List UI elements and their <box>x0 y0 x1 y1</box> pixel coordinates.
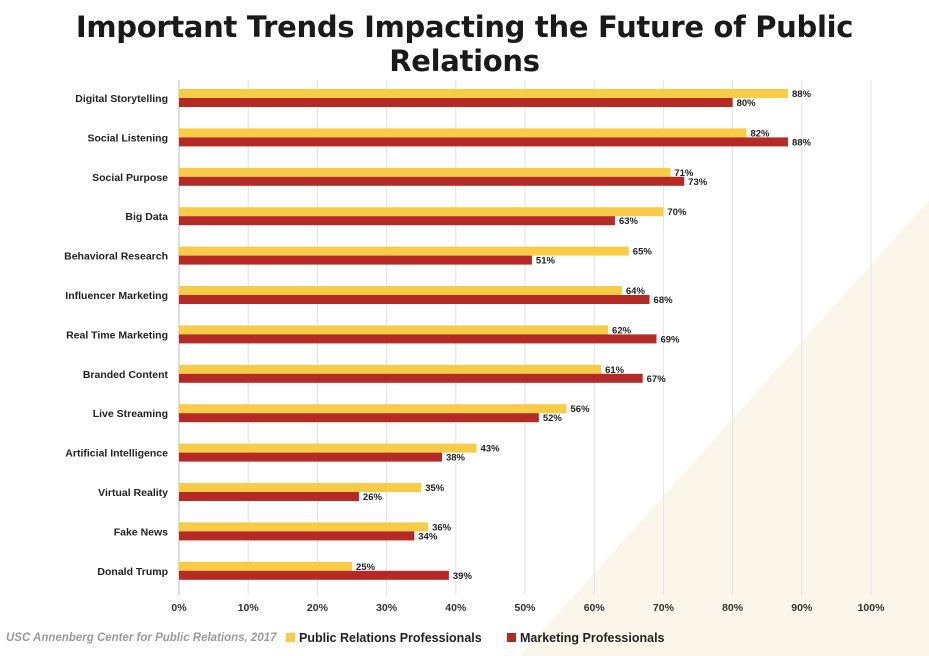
bar-mkt <box>179 137 788 147</box>
category-label: Branded Content <box>83 369 169 381</box>
x-tick-label: 90% <box>791 602 813 614</box>
x-tick-label: 60% <box>584 602 606 614</box>
x-tick-label: 20% <box>307 602 329 614</box>
bar-mkt <box>179 216 615 226</box>
category-label: Virtual Reality <box>98 487 168 499</box>
category-label: Real Time Marketing <box>66 329 168 341</box>
data-label: 73% <box>688 177 708 188</box>
bar-mkt <box>179 98 733 107</box>
bar-mkt <box>179 255 532 265</box>
x-tick-label: 50% <box>514 602 536 614</box>
bar-mkt <box>179 570 449 580</box>
category-label: Social Purpose <box>92 172 168 184</box>
category-label: Social Listening <box>87 132 168 144</box>
data-label: 65% <box>633 247 653 258</box>
category-label: Artificial Intelligence <box>65 448 168 460</box>
category-label: Fake News <box>114 526 168 538</box>
bar-pr <box>179 561 352 571</box>
legend-label-pr: Public Relations Professionals <box>299 631 482 645</box>
bar-mkt <box>179 452 442 462</box>
category-label: Big Data <box>125 211 168 223</box>
bar-mkt <box>179 334 657 344</box>
bar-mkt <box>179 492 359 501</box>
bar-pr <box>179 404 567 414</box>
data-label: 61% <box>605 365 625 376</box>
data-label: 88% <box>792 137 812 148</box>
bar-mkt <box>179 531 415 541</box>
data-label: 88% <box>792 89 812 100</box>
data-label: 67% <box>647 374 667 385</box>
background-wedge <box>520 200 929 656</box>
data-label: 63% <box>619 216 639 227</box>
category-label: Digital Storytelling <box>75 93 168 105</box>
category-label: Influencer Marketing <box>65 290 168 302</box>
bar-pr <box>179 364 602 374</box>
bar-pr <box>179 483 422 492</box>
legend-swatch-mkt <box>507 633 516 642</box>
bar-mkt <box>179 373 643 383</box>
x-tick-label: 80% <box>722 602 744 614</box>
x-tick-label: 100% <box>858 602 886 614</box>
data-label: 25% <box>356 562 376 573</box>
x-tick-label: 40% <box>445 602 467 614</box>
category-label: Live Streaming <box>93 408 168 420</box>
bar-pr <box>179 522 429 532</box>
bar-pr <box>179 207 664 217</box>
data-label: 70% <box>667 207 687 218</box>
data-label: 35% <box>425 483 445 494</box>
category-label: Behavioral Research <box>64 251 168 263</box>
bar-pr <box>179 286 622 295</box>
chart-title: Important Trends Impacting the Future of… <box>75 10 854 78</box>
bar-pr <box>179 443 477 453</box>
bar-mkt <box>179 295 650 304</box>
x-tick-label: 10% <box>238 602 260 614</box>
data-label: 80% <box>737 98 757 109</box>
data-label: 64% <box>626 286 646 297</box>
bar-pr <box>179 89 788 98</box>
data-label: 36% <box>432 522 452 533</box>
data-label: 68% <box>654 295 674 306</box>
data-label: 82% <box>750 128 770 139</box>
legend-swatch-pr <box>286 633 295 642</box>
legend-item-mkt: Marketing Professionals <box>507 631 665 645</box>
bar-mkt <box>179 413 539 423</box>
bar-pr <box>179 246 629 256</box>
legend-label-mkt: Marketing Professionals <box>520 631 665 645</box>
data-label: 69% <box>660 334 680 345</box>
bar-mkt <box>179 176 685 186</box>
category-label: Donald Trump <box>97 566 168 578</box>
data-label: 39% <box>453 571 473 582</box>
x-tick-label: 0% <box>171 602 187 614</box>
data-label: 71% <box>674 168 694 179</box>
bar-pr <box>179 325 609 335</box>
data-label: 34% <box>418 531 438 542</box>
x-tick-label: 70% <box>653 602 675 614</box>
data-label: 43% <box>481 444 501 455</box>
bar-pr <box>179 167 671 177</box>
bar-pr <box>179 128 747 138</box>
data-label: 26% <box>363 492 383 503</box>
data-label: 52% <box>543 413 563 424</box>
x-tick-label: 30% <box>376 602 398 614</box>
data-label: 56% <box>571 404 591 415</box>
source-note: USC Annenberg Center for Public Relation… <box>6 632 277 644</box>
data-label: 51% <box>536 256 556 267</box>
legend-item-pr: Public Relations Professionals <box>286 631 482 645</box>
data-label: 38% <box>446 453 466 464</box>
data-label: 62% <box>612 325 632 336</box>
